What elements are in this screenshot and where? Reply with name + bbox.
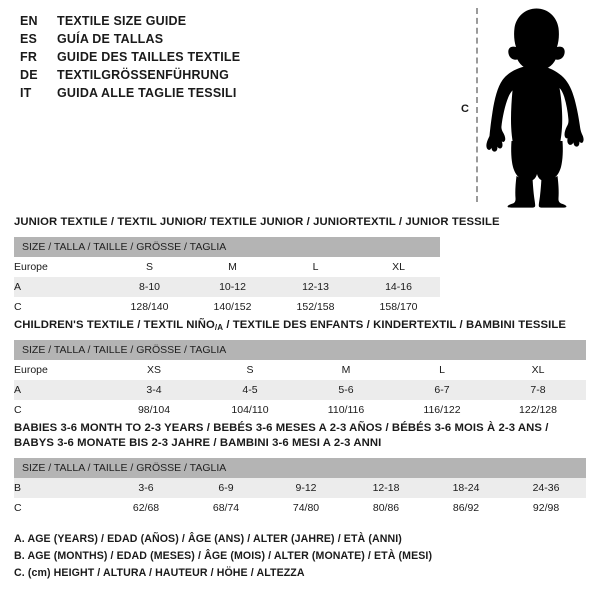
babies-row-c-value-0: 62/68 xyxy=(106,498,186,518)
junior-row-a-value-1: 10-12 xyxy=(191,277,274,297)
table-row: Europe S M L XL xyxy=(14,257,441,277)
language-row-it: IT GUIDA ALLE TAGLIE TESSILI xyxy=(20,84,440,102)
table-row: B 3-6 6-9 9-12 12-18 18-24 24-36 xyxy=(14,478,587,498)
babies-row-b-value-1: 6-9 xyxy=(186,478,266,498)
babies-row-b-value-0: 3-6 xyxy=(106,478,186,498)
junior-row-c-value-3: 158/170 xyxy=(357,297,441,317)
section-babies-textile: BABIES 3-6 MONTH TO 2-3 YEARS / BEBÉS 3-… xyxy=(14,421,587,518)
children-row-europe-value-1: S xyxy=(202,360,298,380)
babies-section-title-line1: BABIES 3-6 MONTH TO 2-3 YEARS / BEBÉS 3-… xyxy=(14,422,549,434)
babies-row-c-label: C xyxy=(14,498,106,518)
junior-row-a-label: A xyxy=(14,277,108,297)
language-code-it: IT xyxy=(20,86,32,100)
toddler-silhouette-icon xyxy=(486,8,584,208)
language-code-de: DE xyxy=(20,68,38,82)
junior-table-header-label: SIZE / TALLA / TAILLE / GRÖSSE / TAGLIA xyxy=(14,237,441,257)
children-row-c-value-2: 110/116 xyxy=(298,400,394,420)
children-row-europe-value-3: L xyxy=(394,360,490,380)
babies-row-b-value-4: 18-24 xyxy=(426,478,506,498)
language-title-es: GUÍA DE TALLAS xyxy=(57,32,164,46)
babies-table-header-label: SIZE / TALLA / TAILLE / GRÖSSE / TAGLIA xyxy=(14,458,587,478)
children-row-europe-value-0: XS xyxy=(106,360,202,380)
height-measure-label: C xyxy=(461,103,469,115)
children-row-a-value-4: 7-8 xyxy=(490,380,586,400)
section-children-textile: CHILDREN'S TEXTILE / TEXTIL NIÑO/A / TEX… xyxy=(14,318,586,420)
height-measurement-figure: C xyxy=(450,0,600,210)
children-section-title: CHILDREN'S TEXTILE / TEXTIL NIÑO/A / TEX… xyxy=(14,318,586,333)
language-code-fr: FR xyxy=(20,50,38,64)
junior-row-a-value-3: 14-16 xyxy=(357,277,441,297)
language-row-es: ES GUÍA DE TALLAS xyxy=(20,30,440,48)
junior-row-a-value-0: 8-10 xyxy=(108,277,191,297)
language-code-es: ES xyxy=(20,32,38,46)
language-title-it: GUIDA ALLE TAGLIE TESSILI xyxy=(57,86,237,100)
children-table-header-label: SIZE / TALLA / TAILLE / GRÖSSE / TAGLIA xyxy=(14,340,586,360)
babies-row-b-value-3: 12-18 xyxy=(346,478,426,498)
babies-row-c-value-2: 74/80 xyxy=(266,498,346,518)
legend-line-b: B. AGE (MONTHS) / EDAD (MESES) / ÂGE (MO… xyxy=(14,550,433,562)
language-row-de: DE TEXTILGRÖSSENFÜHRUNG xyxy=(20,66,440,84)
table-row: A 8-10 10-12 12-13 14-16 xyxy=(14,277,441,297)
junior-row-c-label: C xyxy=(14,297,108,317)
children-section-title-sub: /A xyxy=(214,323,224,332)
babies-table-header-row: SIZE / TALLA / TAILLE / GRÖSSE / TAGLIA xyxy=(14,458,587,478)
section-junior-textile: JUNIOR TEXTILE / TEXTIL JUNIOR/ TEXTILE … xyxy=(14,215,500,317)
children-row-europe-value-2: M xyxy=(298,360,394,380)
language-title-fr: GUIDE DES TAILLES TEXTILE xyxy=(57,50,241,64)
junior-section-title: JUNIOR TEXTILE / TEXTIL JUNIOR/ TEXTILE … xyxy=(14,216,500,228)
babies-row-c-value-3: 80/86 xyxy=(346,498,426,518)
babies-row-b-label: B xyxy=(14,478,106,498)
junior-row-c-value-0: 128/140 xyxy=(108,297,191,317)
babies-row-c-value-4: 86/92 xyxy=(426,498,506,518)
babies-size-table: SIZE / TALLA / TAILLE / GRÖSSE / TAGLIA … xyxy=(14,458,587,518)
children-row-a-label: A xyxy=(14,380,106,400)
language-title-de: TEXTILGRÖSSENFÜHRUNG xyxy=(57,68,230,82)
junior-size-table: SIZE / TALLA / TAILLE / GRÖSSE / TAGLIA … xyxy=(14,237,441,317)
junior-row-c-value-1: 140/152 xyxy=(191,297,274,317)
table-row: A 3-4 4-5 5-6 6-7 7-8 xyxy=(14,380,586,400)
junior-row-europe-label: Europe xyxy=(14,257,108,277)
children-size-table: SIZE / TALLA / TAILLE / GRÖSSE / TAGLIA … xyxy=(14,340,586,420)
legend-line-c: C. (cm) HEIGHT / ALTURA / HAUTEUR / HÖHE… xyxy=(14,567,305,579)
junior-row-europe-value-3: XL xyxy=(357,257,441,277)
children-section-title-part1: CHILDREN'S TEXTILE / TEXTIL NIÑO xyxy=(14,319,215,331)
babies-row-c-value-1: 68/74 xyxy=(186,498,266,518)
babies-row-b-value-2: 9-12 xyxy=(266,478,346,498)
table-row: C 98/104 104/110 110/116 116/122 122/128 xyxy=(14,400,586,420)
language-code-en: EN xyxy=(20,14,38,28)
children-row-c-value-1: 104/110 xyxy=(202,400,298,420)
junior-row-europe-value-2: L xyxy=(274,257,357,277)
children-row-c-value-0: 98/104 xyxy=(106,400,202,420)
junior-row-europe-value-1: M xyxy=(191,257,274,277)
language-title-en: TEXTILE SIZE GUIDE xyxy=(57,14,187,28)
junior-row-a-value-2: 12-13 xyxy=(274,277,357,297)
table-row: C 128/140 140/152 152/158 158/170 xyxy=(14,297,441,317)
babies-row-b-value-5: 24-36 xyxy=(506,478,587,498)
children-row-c-value-3: 116/122 xyxy=(394,400,490,420)
language-row-fr: FR GUIDE DES TAILLES TEXTILE xyxy=(20,48,440,66)
junior-row-europe-value-0: S xyxy=(108,257,191,277)
children-row-a-value-1: 4-5 xyxy=(202,380,298,400)
children-table-header-row: SIZE / TALLA / TAILLE / GRÖSSE / TAGLIA xyxy=(14,340,586,360)
children-row-c-label: C xyxy=(14,400,106,420)
measurement-legend: A. AGE (YEARS) / EDAD (AÑOS) / ÂGE (ANS)… xyxy=(14,531,514,582)
children-row-a-value-3: 6-7 xyxy=(394,380,490,400)
height-dashed-line-icon xyxy=(476,8,478,202)
table-row: C 62/68 68/74 74/80 80/86 86/92 92/98 xyxy=(14,498,587,518)
legend-line-a: A. AGE (YEARS) / EDAD (AÑOS) / ÂGE (ANS)… xyxy=(14,533,402,545)
children-section-title-part2: / TEXTILE DES ENFANTS / KINDERTEXTIL / B… xyxy=(223,319,567,331)
junior-table-header-row: SIZE / TALLA / TAILLE / GRÖSSE / TAGLIA xyxy=(14,237,441,257)
junior-row-c-value-2: 152/158 xyxy=(274,297,357,317)
children-row-c-value-4: 122/128 xyxy=(490,400,586,420)
language-row-en: EN TEXTILE SIZE GUIDE xyxy=(20,12,440,30)
children-row-europe-label: Europe xyxy=(14,360,106,380)
babies-row-c-value-5: 92/98 xyxy=(506,498,587,518)
babies-section-title-line2: BABYS 3-6 MONATE BIS 2-3 JAHRE / BAMBINI… xyxy=(14,437,382,449)
children-row-a-value-2: 5-6 xyxy=(298,380,394,400)
language-title-block: EN TEXTILE SIZE GUIDE ES GUÍA DE TALLAS … xyxy=(20,12,440,102)
children-row-a-value-0: 3-4 xyxy=(106,380,202,400)
children-row-europe-value-4: XL xyxy=(490,360,586,380)
table-row: Europe XS S M L XL xyxy=(14,360,586,380)
